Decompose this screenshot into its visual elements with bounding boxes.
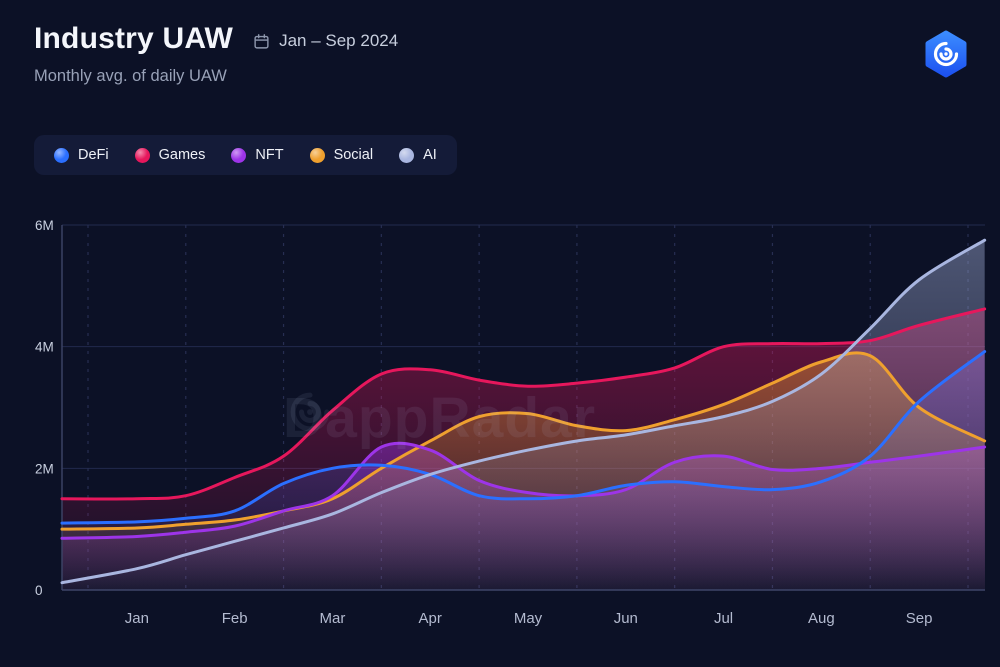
series-lines bbox=[60, 238, 987, 585]
dappradar-logo-icon bbox=[925, 30, 967, 78]
date-range-label: Jan – Sep 2024 bbox=[279, 31, 399, 50]
legend-dot-nft bbox=[231, 147, 247, 163]
x-axis-labels: Jan Feb Mar Apr May Jun Jul Aug Sep bbox=[125, 610, 933, 627]
x-tick-label: Aug bbox=[808, 610, 835, 627]
y-tick-label: 4M bbox=[35, 340, 54, 355]
date-range[interactable]: Jan – Sep 2024 bbox=[253, 31, 398, 51]
y-tick-label: 0 bbox=[35, 583, 43, 598]
calendar-icon bbox=[254, 33, 269, 49]
y-tick-label: 2M bbox=[35, 461, 54, 476]
x-tick-label: Feb bbox=[222, 610, 248, 627]
y-tick-label: 6M bbox=[35, 218, 54, 233]
legend-item-social[interactable]: Social bbox=[309, 147, 374, 163]
series-nft-line[interactable] bbox=[60, 441, 987, 540]
legend-label: Games bbox=[158, 147, 206, 163]
uaw-chart: 0 2M 4M 6M Jan Feb Mar Apr May Jun Jul Aug Sep bbox=[35, 218, 987, 627]
chart-subtitle: Monthly avg. of daily UAW bbox=[34, 67, 227, 85]
series-areas bbox=[62, 240, 985, 591]
series-ai-line[interactable] bbox=[60, 238, 987, 585]
y-axis-labels: 0 2M 4M 6M bbox=[35, 218, 54, 598]
series-games-line[interactable] bbox=[60, 307, 987, 501]
chart-legend: DeFi Games NFT Social AI bbox=[34, 135, 457, 175]
legend-label: Social bbox=[333, 147, 374, 163]
legend-dot-games bbox=[134, 147, 150, 163]
title-row: Industry UAW Jan – Sep 2024 bbox=[34, 22, 398, 56]
legend-item-nft[interactable]: NFT bbox=[231, 147, 284, 163]
dappradar-logo[interactable] bbox=[922, 30, 970, 78]
legend-dot-social bbox=[309, 147, 325, 163]
legend-item-games[interactable]: Games bbox=[134, 147, 206, 163]
x-tick-label: Jun bbox=[614, 610, 638, 627]
series-ai-area bbox=[62, 240, 985, 591]
legend-item-defi[interactable]: DeFi bbox=[54, 147, 109, 163]
x-tick-label: Jan bbox=[125, 610, 149, 627]
x-tick-label: Mar bbox=[320, 610, 346, 627]
x-tick-label: Jul bbox=[714, 610, 733, 627]
x-tick-label: May bbox=[514, 610, 543, 627]
legend-item-ai[interactable]: AI bbox=[399, 147, 437, 163]
header: Industry UAW Jan – Sep 2024 Monthly avg.… bbox=[34, 22, 398, 86]
legend-label: AI bbox=[423, 147, 437, 163]
legend-label: NFT bbox=[255, 147, 284, 163]
legend-label: DeFi bbox=[78, 147, 109, 163]
x-tick-label: Apr bbox=[419, 610, 442, 627]
x-tick-label: Sep bbox=[906, 610, 933, 627]
legend-dot-defi bbox=[54, 147, 69, 163]
legend-dot-ai bbox=[399, 147, 415, 163]
series-defi-line[interactable] bbox=[60, 350, 987, 525]
series-social-line[interactable] bbox=[60, 351, 987, 531]
page-title: Industry UAW bbox=[34, 22, 234, 55]
